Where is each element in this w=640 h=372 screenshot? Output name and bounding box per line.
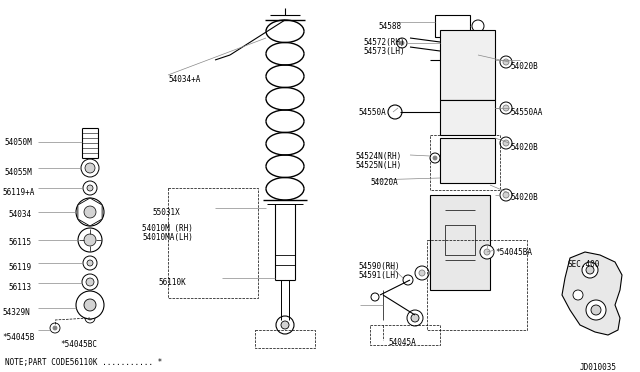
Circle shape bbox=[415, 266, 429, 280]
Text: 54573(LH): 54573(LH) bbox=[363, 47, 404, 56]
Text: 56110K: 56110K bbox=[158, 278, 186, 287]
Circle shape bbox=[87, 260, 93, 266]
Circle shape bbox=[472, 20, 484, 32]
Text: 54591(LH): 54591(LH) bbox=[358, 271, 399, 280]
Circle shape bbox=[84, 234, 96, 246]
Circle shape bbox=[81, 159, 99, 177]
Circle shape bbox=[484, 249, 490, 255]
Circle shape bbox=[84, 299, 96, 311]
Text: JD010035: JD010035 bbox=[580, 363, 617, 372]
Text: 55031X: 55031X bbox=[152, 208, 180, 217]
Text: 54020B: 54020B bbox=[510, 62, 538, 71]
Circle shape bbox=[76, 291, 104, 319]
Circle shape bbox=[76, 198, 104, 226]
Text: 54550A: 54550A bbox=[358, 108, 386, 117]
Circle shape bbox=[591, 305, 601, 315]
Circle shape bbox=[419, 270, 425, 276]
Text: 54010M (RH): 54010M (RH) bbox=[142, 224, 193, 233]
Circle shape bbox=[503, 105, 509, 111]
Text: 54525N(LH): 54525N(LH) bbox=[355, 161, 401, 170]
Text: *54045BA: *54045BA bbox=[495, 248, 532, 257]
Bar bbox=[255, 330, 315, 348]
Circle shape bbox=[84, 206, 96, 218]
Circle shape bbox=[88, 316, 92, 320]
Circle shape bbox=[586, 300, 606, 320]
Circle shape bbox=[433, 156, 437, 160]
Circle shape bbox=[85, 163, 95, 173]
Text: 56115: 56115 bbox=[8, 238, 31, 247]
Circle shape bbox=[480, 245, 494, 259]
Circle shape bbox=[400, 41, 404, 45]
Circle shape bbox=[397, 38, 407, 48]
Text: 54020B: 54020B bbox=[510, 193, 538, 202]
Polygon shape bbox=[562, 252, 622, 335]
Text: 54034: 54034 bbox=[8, 210, 31, 219]
Circle shape bbox=[503, 59, 509, 65]
Text: 54572(RH): 54572(RH) bbox=[363, 38, 404, 47]
Bar bbox=[435, 15, 470, 37]
Text: 54045A: 54045A bbox=[388, 338, 416, 347]
Text: 54010MA(LH): 54010MA(LH) bbox=[142, 233, 193, 242]
Text: 54020A: 54020A bbox=[370, 178, 397, 187]
Bar bbox=[445, 225, 475, 255]
Circle shape bbox=[503, 140, 509, 146]
Circle shape bbox=[86, 278, 94, 286]
Bar bbox=[430, 135, 500, 190]
Circle shape bbox=[500, 137, 512, 149]
Circle shape bbox=[87, 185, 93, 191]
Polygon shape bbox=[78, 198, 102, 226]
Circle shape bbox=[276, 316, 294, 334]
Text: 54034+A: 54034+A bbox=[168, 75, 200, 84]
Text: *54045B: *54045B bbox=[2, 333, 35, 342]
Bar bbox=[168, 188, 258, 298]
Bar bbox=[427, 240, 527, 330]
Bar bbox=[370, 325, 440, 345]
Text: 54590(RH): 54590(RH) bbox=[358, 262, 399, 271]
Circle shape bbox=[430, 153, 440, 163]
Bar bbox=[440, 100, 495, 135]
Circle shape bbox=[403, 275, 413, 285]
Bar bbox=[430, 195, 490, 290]
Circle shape bbox=[500, 189, 512, 201]
Text: NOTE;PART CODE56110K ........... *: NOTE;PART CODE56110K ........... * bbox=[5, 358, 163, 367]
Circle shape bbox=[388, 105, 402, 119]
Circle shape bbox=[82, 274, 98, 290]
Circle shape bbox=[53, 326, 57, 330]
Text: 56119: 56119 bbox=[8, 263, 31, 272]
Text: SEC.400: SEC.400 bbox=[568, 260, 600, 269]
Bar bbox=[440, 138, 495, 183]
Circle shape bbox=[83, 181, 97, 195]
Circle shape bbox=[85, 313, 95, 323]
Text: 54020B: 54020B bbox=[510, 143, 538, 152]
Circle shape bbox=[582, 262, 598, 278]
Circle shape bbox=[78, 228, 102, 252]
Text: 56113: 56113 bbox=[8, 283, 31, 292]
Circle shape bbox=[281, 321, 289, 329]
Circle shape bbox=[83, 256, 97, 270]
Text: 54055M: 54055M bbox=[4, 168, 32, 177]
Circle shape bbox=[500, 102, 512, 114]
Circle shape bbox=[500, 56, 512, 68]
Circle shape bbox=[586, 266, 594, 274]
Text: 54588: 54588 bbox=[378, 22, 401, 31]
Text: 54329N: 54329N bbox=[2, 308, 29, 317]
Text: *54045BC: *54045BC bbox=[60, 340, 97, 349]
Text: 54524N(RH): 54524N(RH) bbox=[355, 152, 401, 161]
Circle shape bbox=[407, 310, 423, 326]
Circle shape bbox=[573, 290, 583, 300]
Circle shape bbox=[503, 192, 509, 198]
Text: 54050M: 54050M bbox=[4, 138, 32, 147]
Circle shape bbox=[371, 293, 379, 301]
Text: 54550AA: 54550AA bbox=[510, 108, 542, 117]
Bar bbox=[440, 30, 495, 100]
Circle shape bbox=[411, 314, 419, 322]
Circle shape bbox=[50, 323, 60, 333]
Text: 56119+A: 56119+A bbox=[2, 188, 35, 197]
